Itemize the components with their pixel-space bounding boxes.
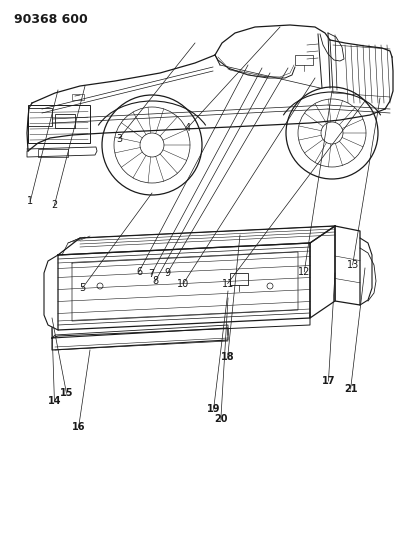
Text: 10: 10 bbox=[177, 279, 189, 288]
Text: 9: 9 bbox=[164, 269, 170, 278]
Text: 16: 16 bbox=[72, 423, 85, 432]
Text: 11: 11 bbox=[222, 279, 234, 288]
Text: 4: 4 bbox=[184, 123, 191, 133]
Bar bbox=[55, 114, 75, 128]
Text: 8: 8 bbox=[152, 277, 158, 286]
Text: 5: 5 bbox=[79, 283, 86, 293]
Text: 7: 7 bbox=[148, 270, 154, 279]
Bar bbox=[295, 55, 313, 65]
Text: 12: 12 bbox=[298, 267, 310, 277]
Text: 90368 600: 90368 600 bbox=[14, 13, 88, 26]
Text: 13: 13 bbox=[347, 260, 359, 270]
Text: 19: 19 bbox=[207, 405, 220, 414]
Text: 3: 3 bbox=[116, 134, 122, 143]
Bar bbox=[38, 149, 68, 157]
Bar bbox=[28, 108, 52, 126]
Text: 17: 17 bbox=[322, 376, 335, 386]
Text: 15: 15 bbox=[60, 389, 73, 398]
Text: 18: 18 bbox=[221, 352, 235, 362]
Text: 21: 21 bbox=[344, 384, 357, 394]
Bar bbox=[28, 105, 90, 143]
Text: 14: 14 bbox=[48, 396, 61, 406]
Text: 6: 6 bbox=[136, 267, 142, 277]
Bar bbox=[72, 94, 84, 100]
Bar bbox=[230, 273, 248, 285]
Text: 20: 20 bbox=[214, 415, 228, 424]
Text: 2: 2 bbox=[51, 200, 58, 210]
Text: 1: 1 bbox=[27, 197, 33, 206]
